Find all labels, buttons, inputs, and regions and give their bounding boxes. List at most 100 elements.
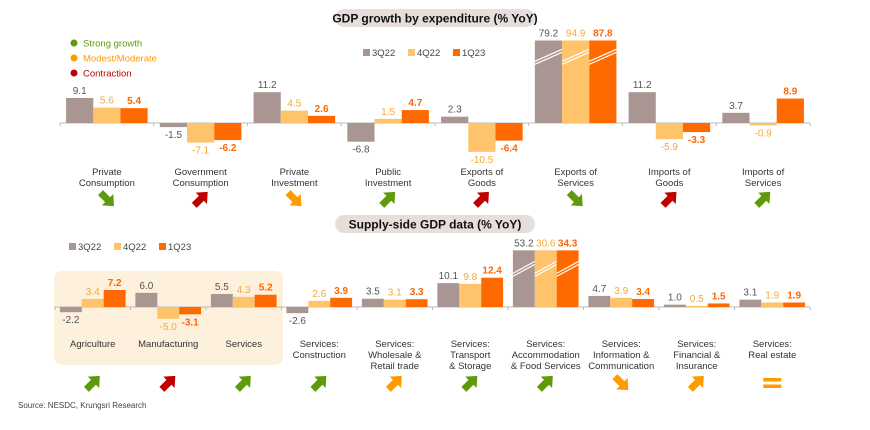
bar-3Q22 bbox=[59, 307, 82, 313]
data-label-3Q22: 11.2 bbox=[633, 80, 652, 91]
bar-4Q22 bbox=[93, 107, 121, 123]
arrow-shape bbox=[234, 375, 251, 392]
axis-break bbox=[534, 48, 563, 62]
bar-3Q22 bbox=[722, 112, 750, 123]
data-label-1Q23: 2.6 bbox=[315, 104, 329, 115]
category-label: Manufacturing bbox=[138, 339, 198, 350]
legend-swatch-1Q23 bbox=[453, 49, 460, 56]
arrow-shape bbox=[385, 375, 402, 392]
bar-3Q22 bbox=[534, 40, 563, 123]
arrow-shape bbox=[536, 375, 553, 392]
data-label-3Q22: 79.2 bbox=[539, 29, 559, 40]
category-label: Transport bbox=[450, 350, 491, 361]
axis-break bbox=[512, 260, 536, 274]
axis-break bbox=[512, 263, 536, 277]
arrow-shape bbox=[473, 191, 489, 208]
category-label: Consumption bbox=[173, 178, 229, 189]
bar-1Q23 bbox=[307, 115, 336, 123]
legend-swatch-4Q22 bbox=[114, 243, 121, 250]
legend-label-1Q23: 1Q23 bbox=[462, 48, 485, 59]
indicator-legend-label: Modest/Moderate bbox=[83, 54, 157, 65]
arrow-down-right-icon bbox=[285, 190, 302, 207]
bar-1Q23 bbox=[632, 298, 655, 307]
bar-4Q22 bbox=[749, 123, 777, 126]
category-label: & Storage bbox=[449, 361, 491, 372]
category-label: Investment bbox=[365, 178, 412, 189]
data-label-3Q22: 10.1 bbox=[439, 271, 459, 282]
arrow-shape bbox=[191, 191, 208, 208]
category-label: Investment bbox=[271, 178, 318, 189]
axis-break bbox=[561, 51, 590, 65]
bar-4Q22 bbox=[374, 118, 402, 123]
bar-4Q22 bbox=[157, 307, 180, 319]
bar-4Q22 bbox=[383, 299, 406, 307]
category-label: Government bbox=[174, 167, 227, 178]
arrow-shape bbox=[754, 191, 771, 208]
data-label-4Q22: 2.6 bbox=[312, 289, 326, 300]
data-label-1Q23: -3.1 bbox=[182, 317, 200, 328]
axis-break bbox=[588, 51, 617, 65]
bar-4Q22 bbox=[562, 40, 590, 123]
category-label: Services: bbox=[602, 339, 641, 350]
bar-3Q22 bbox=[347, 123, 375, 142]
bar-4Q22 bbox=[610, 297, 633, 307]
data-label-1Q23: -6.4 bbox=[500, 144, 518, 155]
bar-1Q23 bbox=[254, 294, 277, 307]
indicator-legend-label: Strong growth bbox=[83, 39, 142, 50]
data-label-4Q22: 4.5 bbox=[287, 99, 301, 110]
arrow-up-right-icon bbox=[660, 191, 677, 208]
category-label: Imports of bbox=[648, 167, 691, 178]
data-label-1Q23: 7.2 bbox=[108, 278, 122, 289]
bar-1Q23 bbox=[405, 299, 428, 307]
data-label-1Q23: 3.4 bbox=[636, 287, 650, 298]
arrow-up-right-icon bbox=[191, 191, 208, 208]
arrow-up-right-icon bbox=[385, 375, 402, 392]
bar-1Q23 bbox=[589, 40, 617, 123]
chart-title-bg bbox=[335, 215, 535, 233]
bar-3Q22 bbox=[441, 116, 469, 123]
bar-4Q22 bbox=[81, 298, 104, 307]
bar-1Q23 bbox=[179, 307, 202, 315]
category-label: Services bbox=[745, 178, 782, 189]
arrow-up-right-icon bbox=[473, 191, 489, 208]
arrow-shape bbox=[285, 190, 302, 207]
data-label-4Q22: 30.6 bbox=[536, 238, 556, 249]
bar-1Q23 bbox=[481, 277, 504, 307]
category-label: Exports of bbox=[460, 167, 503, 178]
category-label: Private bbox=[280, 167, 310, 178]
legend-label-4Q22: 4Q22 bbox=[417, 48, 440, 59]
bar-4Q22 bbox=[459, 283, 482, 307]
category-label: Goods bbox=[655, 178, 683, 189]
category-label: Consumption bbox=[79, 178, 135, 189]
data-label-4Q22: -5.0 bbox=[160, 322, 178, 333]
category-label: Retail trade bbox=[370, 361, 419, 372]
bar-4Q22 bbox=[534, 250, 557, 307]
bar-4Q22 bbox=[187, 123, 215, 143]
axis-break bbox=[534, 260, 557, 274]
arrow-shape bbox=[379, 191, 396, 208]
bar-3Q22 bbox=[66, 97, 94, 123]
arrow-shape bbox=[159, 375, 176, 392]
bar-1Q23 bbox=[556, 250, 579, 307]
data-label-1Q23: 12.4 bbox=[482, 266, 502, 277]
data-label-3Q22: 6.0 bbox=[139, 281, 153, 292]
data-label-1Q23: 34.3 bbox=[558, 238, 578, 249]
category-label: Information & bbox=[593, 350, 650, 361]
bar-1Q23 bbox=[707, 303, 730, 307]
data-label-3Q22: 4.7 bbox=[592, 284, 606, 295]
arrow-shape bbox=[310, 375, 327, 392]
legend-label-3Q22: 3Q22 bbox=[372, 48, 395, 59]
data-label-1Q23: 4.7 bbox=[408, 98, 422, 109]
data-label-3Q22: -2.6 bbox=[289, 316, 307, 327]
source-note: Source: NESDC, Krungsri Research bbox=[18, 401, 147, 410]
data-label-4Q22: 9.8 bbox=[463, 272, 477, 283]
category-label: Services bbox=[226, 339, 263, 350]
category-label: Wholesale & bbox=[368, 350, 422, 361]
data-label-1Q23: 3.9 bbox=[334, 286, 348, 297]
axis-break bbox=[556, 260, 579, 274]
equal-bar bbox=[763, 378, 782, 382]
data-label-4Q22: 5.6 bbox=[100, 96, 114, 107]
data-label-3Q22: 2.3 bbox=[448, 105, 462, 116]
arrow-up-right-icon bbox=[83, 375, 100, 392]
data-label-4Q22: 3.4 bbox=[86, 287, 100, 298]
